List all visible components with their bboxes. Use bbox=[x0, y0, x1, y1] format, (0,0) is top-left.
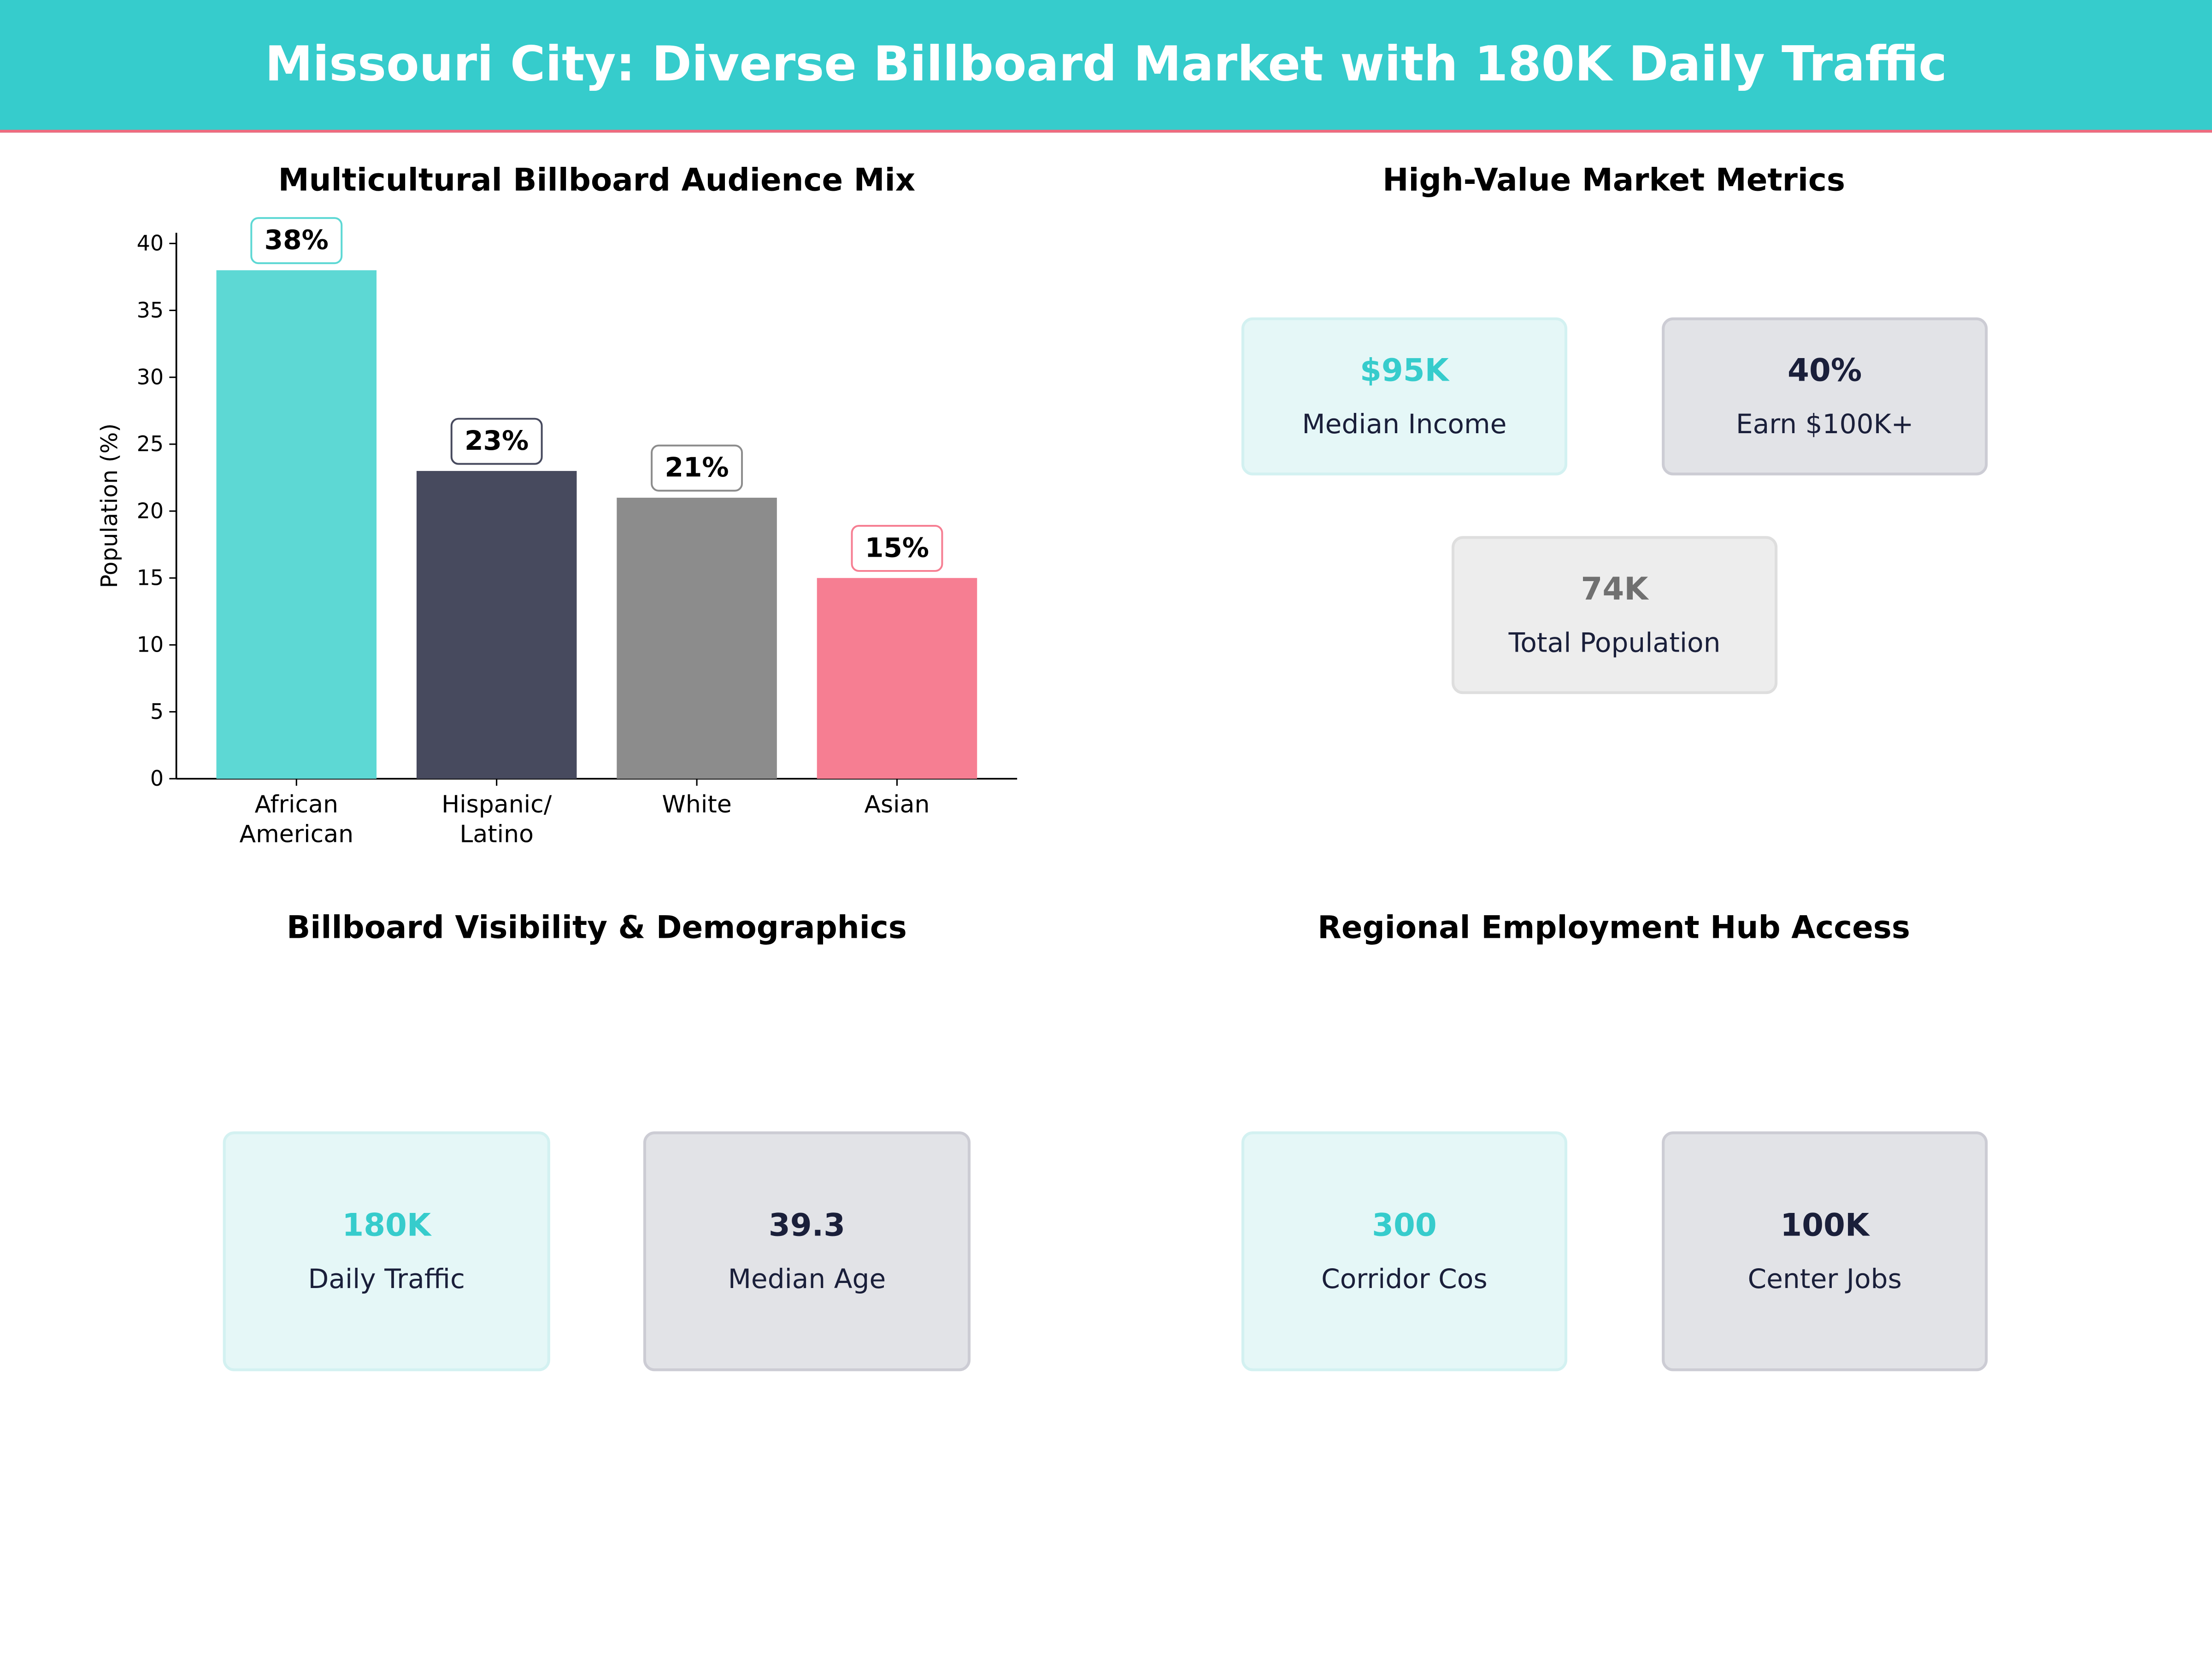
data-label-box bbox=[851, 524, 943, 572]
metric-card-corridor-cos: 300 Corridor Cos bbox=[1241, 1131, 1567, 1371]
data-label-box bbox=[250, 217, 343, 265]
y-tick-label: 0 bbox=[150, 766, 164, 791]
metric-card-median-income: $95K Median Income bbox=[1241, 317, 1567, 476]
data-label: 38% bbox=[265, 224, 329, 255]
data-label: 15% bbox=[865, 532, 929, 563]
metric-value: 74K bbox=[1581, 572, 1648, 607]
metric-card-daily-traffic: 180K Daily Traffic bbox=[223, 1131, 550, 1371]
metric-value: 300 bbox=[1372, 1208, 1437, 1244]
data-label-box bbox=[651, 444, 743, 492]
x-tick-label: White bbox=[662, 791, 731, 818]
data-label: 23% bbox=[465, 425, 529, 456]
y-tick-label: 30 bbox=[137, 365, 164, 389]
metric-value: 100K bbox=[1780, 1208, 1870, 1244]
x-tick-label: American bbox=[239, 821, 353, 848]
header-banner: Missouri City: Diverse Billboard Market … bbox=[0, 0, 2212, 133]
chart-title: Multicultural Billboard Audience Mix bbox=[278, 164, 916, 199]
visibility-title: Billboard Visibility & Demographics bbox=[286, 911, 907, 947]
y-tick-label: 20 bbox=[137, 498, 164, 523]
metric-label: Earn $100K+ bbox=[1735, 408, 1914, 440]
y-tick-label: 35 bbox=[137, 298, 164, 323]
metric-label: Median Income bbox=[1302, 408, 1507, 440]
metric-label: Total Population bbox=[1508, 627, 1721, 659]
bar bbox=[416, 471, 577, 779]
metric-value: $95K bbox=[1359, 353, 1449, 389]
metric-card-earn-100k: 40% Earn $100K+ bbox=[1662, 317, 1988, 476]
metric-card-total-population: 74K Total Population bbox=[1451, 536, 1778, 694]
x-tick-label: Hispanic/ bbox=[441, 791, 552, 818]
y-tick-label: 15 bbox=[137, 565, 164, 590]
y-tick-label: 40 bbox=[137, 231, 164, 256]
data-label-box bbox=[450, 418, 543, 465]
metric-label: Center Jobs bbox=[1747, 1263, 1902, 1294]
y-tick-label: 10 bbox=[137, 632, 164, 657]
bar bbox=[216, 270, 377, 779]
y-tick-label: 25 bbox=[137, 431, 164, 456]
x-tick-label: Latino bbox=[459, 821, 534, 848]
metric-card-median-age: 39.3 Median Age bbox=[643, 1131, 971, 1371]
bar bbox=[817, 578, 977, 779]
metric-value: 39.3 bbox=[768, 1208, 846, 1244]
metrics-title: High-Value Market Metrics bbox=[1382, 164, 1845, 199]
x-tick-label: Asian bbox=[864, 791, 930, 818]
y-axis-label: Population (%) bbox=[96, 424, 123, 588]
metric-label: Median Age bbox=[728, 1263, 886, 1294]
page-title: Missouri City: Diverse Billboard Market … bbox=[265, 36, 1947, 94]
metric-label: Daily Traffic bbox=[308, 1263, 465, 1294]
x-tick-label: African bbox=[255, 791, 338, 818]
metric-value: 40% bbox=[1788, 353, 1862, 389]
bar bbox=[617, 498, 777, 779]
audience-mix-bar-chart: 0 5 10 15 20 25 30 35 40 Population (%) African Ame… bbox=[96, 217, 1018, 848]
metric-card-center-jobs: 100K Center Jobs bbox=[1662, 1131, 1988, 1371]
employment-title: Regional Employment Hub Access bbox=[1318, 911, 1910, 947]
y-tick-label: 5 bbox=[150, 699, 164, 724]
data-label: 21% bbox=[665, 452, 729, 483]
metric-value: 180K bbox=[342, 1208, 431, 1244]
metric-label: Corridor Cos bbox=[1321, 1263, 1488, 1294]
